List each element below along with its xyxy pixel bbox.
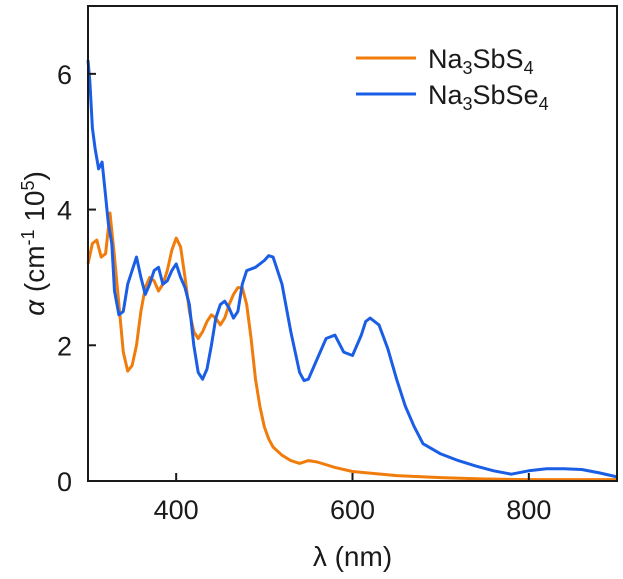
legend-label-1: Na3SbSe4 [428,80,549,114]
y-tick-label: 0 [57,467,72,497]
y-tick-label: 2 [57,331,72,361]
y-axis-label: α (cm-1 105) [18,171,50,316]
x-axis-label: λ (nm) [313,541,392,572]
legend-label-0: Na3SbS4 [428,44,534,78]
x-tick-label: 400 [154,495,199,525]
plot-area [86,60,618,482]
plot-frame [87,5,618,482]
x-tick-label: 800 [506,495,551,525]
axis-labels: λ (nm) α (cm-1 105) [18,171,392,572]
series-line-1 [86,60,618,479]
axis-ticks: 400 600 800 0 2 4 6 [57,60,551,525]
y-tick-label: 6 [57,60,72,90]
x-tick-label: 600 [330,495,375,525]
y-tick-label: 4 [57,196,72,226]
series-line-0 [86,211,617,482]
